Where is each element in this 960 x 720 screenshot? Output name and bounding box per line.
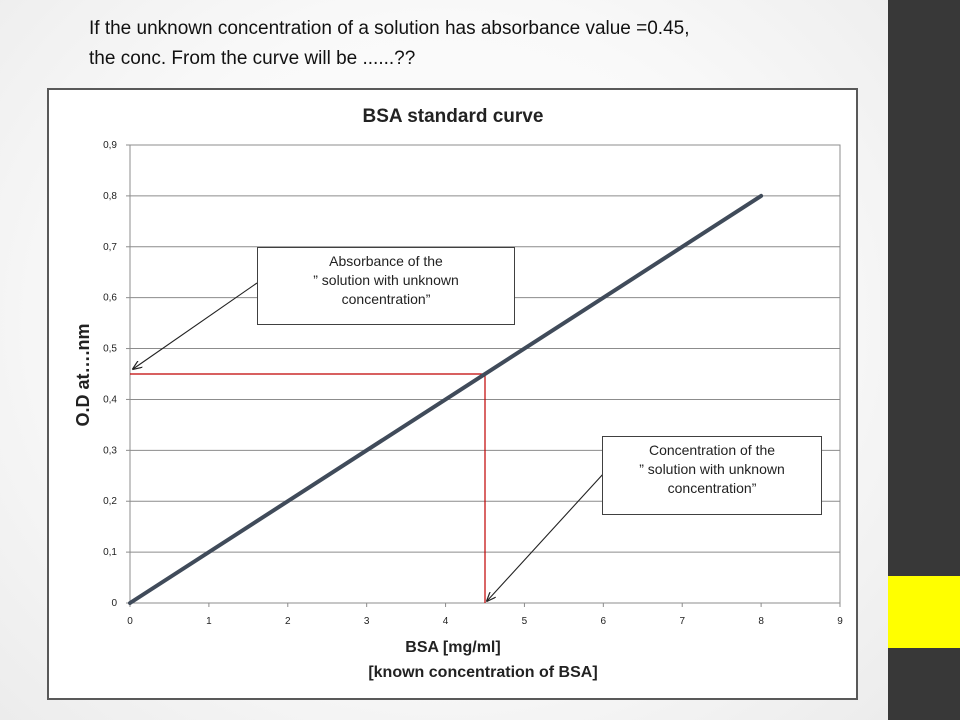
y-tick-label: 0,4 (103, 394, 117, 405)
y-tick-label: 0 (111, 598, 117, 609)
chart-title: BSA standard curve (363, 106, 544, 127)
question-text: If the unknown concentration of a soluti… (89, 18, 690, 69)
x-axis-label: BSA [mg/ml] (405, 639, 500, 656)
y-tick-label: 0,9 (103, 140, 117, 151)
x-tick-label: 3 (364, 616, 370, 627)
bsa-standard-curve-chart: 0 0,1 0,2 0,3 0,4 0,5 0,6 0,7 0,8 0,9 0 1 2 3 4 5 6 7 8 9 B… (73, 106, 843, 681)
x-tick-label: 1 (206, 616, 212, 627)
y-tick-label: 0,6 (103, 293, 117, 304)
x-tick-label: 7 (679, 616, 685, 627)
x-tick-label: 2 (285, 616, 291, 627)
y-tick-label: 0,1 (103, 547, 117, 558)
x-tick-label: 4 (443, 616, 449, 627)
y-axis-label: O.D at….nm (73, 323, 93, 426)
y-tick-label: 0,7 (103, 242, 117, 253)
concentration-callout: Concentration of the ” solution with unk… (602, 436, 822, 515)
x-tick-label: 5 (522, 616, 528, 627)
absorbance-callout: Absorbance of the ” solution with unknow… (257, 247, 515, 325)
chart-container: 0 0,1 0,2 0,3 0,4 0,5 0,6 0,7 0,8 0,9 0 1 2 3 4 5 6 7 8 9 B… (47, 88, 858, 700)
standard-curve-line (128, 193, 764, 605)
y-tick-label: 0,8 (103, 191, 117, 202)
absorbance-callout-arrow (133, 282, 258, 369)
concentration-callout-arrow (487, 472, 605, 601)
x-axis-sublabel: [known concentration of BSA] (368, 664, 597, 681)
x-tick-label: 0 (127, 616, 133, 627)
slide-accent-block (888, 576, 960, 648)
x-tick-label: 8 (758, 616, 764, 627)
y-tick-label: 0,5 (103, 344, 117, 355)
y-tick-label: 0,3 (103, 445, 117, 456)
y-tick-label: 0,2 (103, 496, 117, 507)
x-tick-label: 9 (837, 616, 843, 627)
x-tick-label: 6 (601, 616, 607, 627)
